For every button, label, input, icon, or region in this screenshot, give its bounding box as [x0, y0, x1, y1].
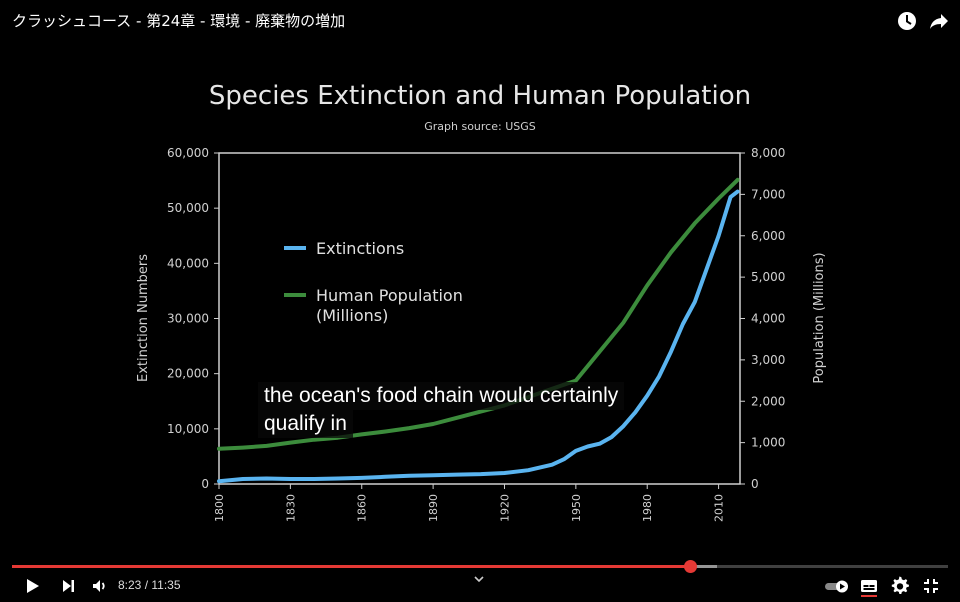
x-tick-label: 1920 [498, 494, 511, 522]
x-tick-label: 1890 [427, 494, 440, 522]
x-tick-label: 1830 [284, 494, 297, 522]
y2-tick-label: 4,000 [751, 312, 785, 326]
y2-tick-label: 1,000 [751, 436, 785, 450]
y2-tick-label: 3,000 [751, 353, 785, 367]
x-tick-label: 2010 [713, 494, 726, 522]
time-current: 8:23 [118, 578, 142, 592]
legend-population-line: Human Population [316, 286, 463, 305]
chart-title: Species Extinction and Human Population [209, 81, 751, 111]
y2-tick-label: 0 [751, 477, 759, 491]
legend-population: Human Population (Millions) [316, 286, 463, 325]
y2-tick-label: 6,000 [751, 229, 785, 243]
y2-tick-label: 7,000 [751, 187, 785, 201]
y-tick-label: 30,000 [167, 312, 209, 326]
y2-tick-label: 5,000 [751, 270, 785, 284]
play-icon[interactable] [20, 574, 44, 598]
share-icon[interactable] [928, 10, 950, 32]
legend-extinctions: Extinctions [316, 239, 404, 258]
volume-icon[interactable] [88, 574, 112, 598]
chart-subtitle: Graph source: USGS [424, 120, 536, 133]
caption: the ocean's food chain would certainly q… [258, 382, 625, 438]
x-tick-label: 1800 [213, 494, 226, 522]
subtitles-icon[interactable] [857, 574, 881, 598]
legend: Extinctions Human Population (Millions) [284, 239, 463, 325]
time-display: 8:23 / 11:35 [118, 578, 181, 592]
y2-axis-label: Population (Millions) [812, 252, 827, 383]
video-stage[interactable]: Species Extinction and Human Population … [0, 44, 960, 554]
y-tick-label: 60,000 [167, 146, 209, 160]
gear-icon[interactable] [888, 574, 912, 598]
progress-scrubber[interactable] [683, 560, 697, 573]
y-tick-label: 0 [201, 477, 209, 491]
series-line-extinctions [217, 189, 740, 484]
x-tick-label: 1950 [570, 494, 583, 522]
x-tick-label: 1860 [356, 494, 369, 522]
y-axis-label: Extinction Numbers [136, 254, 151, 382]
time-total: 11:35 [151, 578, 181, 592]
video-title[interactable]: クラッシュコース - 第24章 - 環境 - 廃棄物の増加 [12, 12, 346, 30]
y-tick-label: 20,000 [167, 367, 209, 381]
y-tick-label: 40,000 [167, 256, 209, 270]
progress-bar[interactable] [12, 560, 948, 573]
time-separator: / [144, 578, 149, 592]
clock-icon[interactable] [896, 10, 918, 32]
next-icon[interactable] [56, 574, 80, 598]
caption-line: the ocean's food chain would certainly [258, 382, 625, 410]
series-line-population [217, 177, 740, 451]
legend-population-line: (Millions) [316, 306, 388, 325]
y-tick-label: 10,000 [167, 422, 209, 436]
y-tick-label: 50,000 [167, 201, 209, 215]
progress-played [12, 565, 690, 568]
y2-tick-label: 2,000 [751, 394, 785, 408]
exit-fullscreen-icon[interactable] [919, 574, 943, 598]
chart: Species Extinction and Human Population … [136, 81, 827, 522]
autoplay-toggle-icon[interactable] [824, 574, 852, 598]
x-tick-label: 1980 [641, 494, 654, 522]
y2-tick-label: 8,000 [751, 146, 785, 160]
player-controls: 8:23 / 11:35 [0, 572, 960, 600]
chevron-down-icon[interactable] [472, 572, 486, 590]
top-bar: クラッシュコース - 第24章 - 環境 - 廃棄物の増加 [0, 0, 960, 44]
caption-line: qualify in [258, 410, 353, 438]
